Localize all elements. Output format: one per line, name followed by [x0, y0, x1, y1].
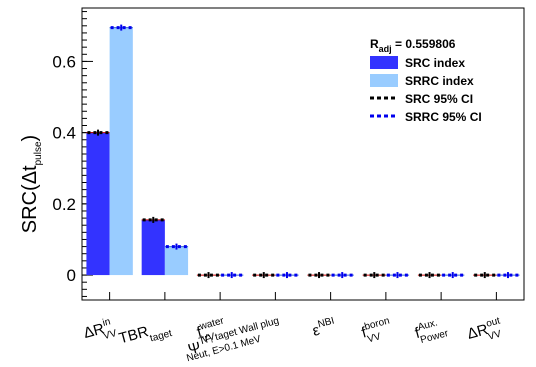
bar [109, 27, 133, 276]
x-label-sup: boron [363, 316, 391, 333]
x-label-sub: VV [200, 331, 216, 345]
x-label-main: TBR [117, 323, 151, 347]
x-tick-label: ΔRoutVV [465, 315, 505, 347]
bars [86, 27, 520, 276]
x-tick-label: TBRtaget [117, 317, 173, 352]
x-label-sup: NBI [317, 316, 336, 331]
legend-label-srrc: SRRC index [405, 74, 474, 88]
x-label-sub: VV [487, 329, 503, 343]
y-axis-title: SRC(Δtpulse) [19, 135, 44, 233]
legend-swatch-src [370, 56, 398, 69]
x-label-main: ΔR [465, 321, 490, 343]
y-title-symbol: Δt [19, 165, 41, 184]
x-label-sup: out [485, 315, 501, 329]
bar [86, 132, 110, 276]
x-tick-label: fboronVV [359, 316, 394, 347]
x-label-main: f [413, 324, 422, 342]
x-label-sup: Aux. [417, 317, 439, 333]
y-title-close: ) [19, 135, 41, 142]
x-label-main: f [360, 324, 369, 342]
y-tick-label: 0.6 [52, 52, 76, 71]
x-label-main: ΔR [82, 320, 107, 342]
x-label-main: f [195, 324, 204, 342]
y-tick-label: 0 [67, 266, 76, 285]
y-axis: 0 0.2 0.4 0.6 [52, 11, 93, 297]
y-title-main: SRC( [19, 184, 41, 233]
y-tick-label: 0.2 [52, 195, 76, 214]
x-label-sub: taget [149, 328, 174, 344]
x-tick-label: εNBI [310, 316, 337, 340]
x-label-main: Ψ [186, 339, 203, 359]
bar [164, 246, 189, 276]
y-tick-label: 0.4 [52, 124, 76, 143]
legend: Radj = 0.559806 SRC index SRRC index SRC… [370, 37, 482, 124]
x-tick-label: ΨTF, taget Wall plugNeut, E>0.1 MeV [182, 316, 284, 365]
x-label-main: ε [311, 322, 322, 340]
legend-label-srrc-ci: SRRC 95% CI [405, 110, 482, 124]
legend-title-value: = 0.559806 [392, 37, 456, 51]
legend-title-main: R [370, 37, 379, 51]
legend-title: Radj = 0.559806 [370, 37, 456, 54]
legend-label-src: SRC index [405, 56, 465, 70]
legend-label-src-ci: SRC 95% CI [405, 92, 473, 106]
y-title-sub: pulse [33, 141, 44, 165]
x-tick-label: ΔRinVV [81, 315, 118, 346]
legend-title-sub: adj [379, 44, 392, 54]
x-tick-label: fAux.Power [413, 315, 451, 347]
x-label-sup: in [101, 316, 111, 329]
legend-swatch-srrc [370, 74, 398, 87]
ci-marks [87, 24, 519, 279]
bar [141, 219, 165, 276]
x-label-sub: VV [102, 328, 118, 342]
x-label-sub: VV [366, 331, 382, 345]
